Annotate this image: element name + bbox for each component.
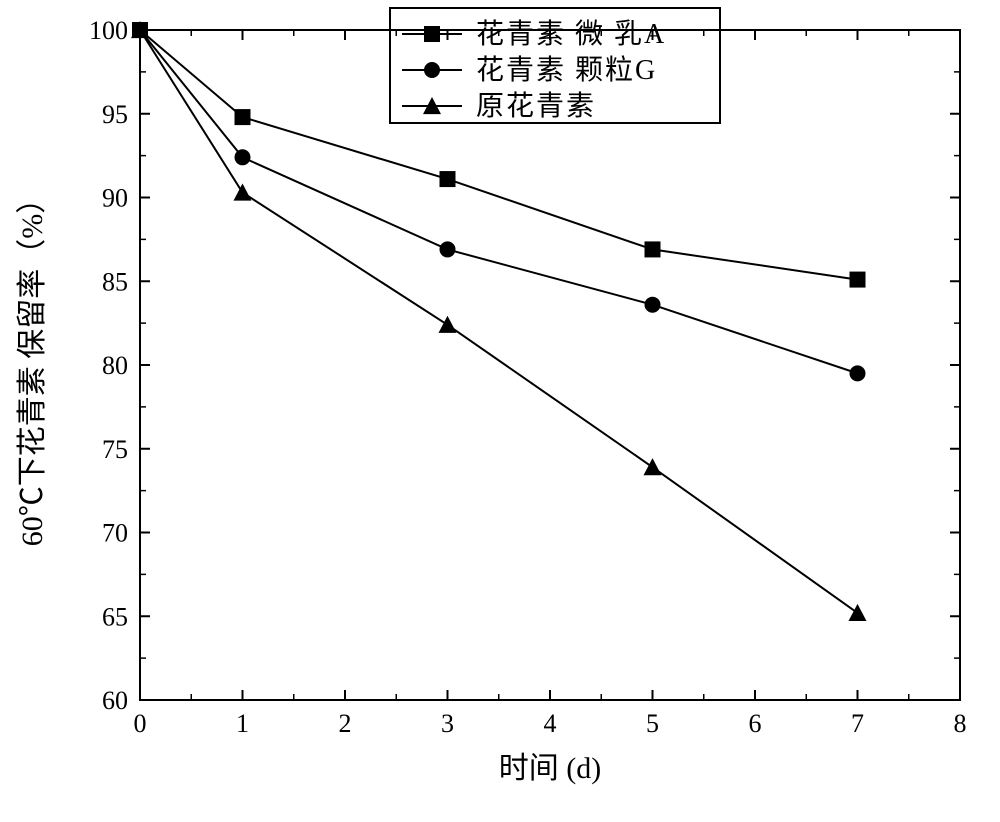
x-tick-label: 8 (954, 709, 967, 738)
x-tick-label: 5 (646, 709, 659, 738)
y-tick-label: 100 (89, 16, 128, 45)
y-tick-label: 85 (102, 267, 128, 296)
y-tick-label: 70 (102, 519, 128, 548)
legend: 花青素 微 乳A 花青素 颗粒G 原花青素 (390, 8, 720, 123)
y-tick-label: 75 (102, 435, 128, 464)
x-tick-label: 4 (544, 709, 557, 738)
y-tick-label: 65 (102, 602, 128, 631)
y-tick-label: 80 (102, 351, 128, 380)
legend-label: 原花青素 (476, 90, 596, 122)
legend-label: 花青素 微 乳A (476, 18, 666, 50)
legend-label: 花青素 颗粒G (476, 54, 657, 86)
x-tick-label: 0 (134, 709, 147, 738)
y-tick-label: 60 (102, 686, 128, 715)
line-chart: 0 1 2 3 4 5 6 7 8 60 65 70 75 80 85 90 95 100 时间 (d) 60℃下花青… (0, 0, 1000, 822)
y-tick-label: 90 (102, 184, 128, 213)
x-tick-label: 2 (339, 709, 352, 738)
x-tick-label: 1 (236, 709, 249, 738)
y-tick-label: 95 (102, 100, 128, 129)
x-tick-label: 7 (851, 709, 864, 738)
x-axis-label: 时间 (d) (499, 752, 601, 785)
x-tick-label: 6 (749, 709, 762, 738)
x-tick-label: 3 (441, 709, 454, 738)
y-axis-label: 60℃下花青素 保留率（%） (16, 184, 49, 547)
chart-container: 0 1 2 3 4 5 6 7 8 60 65 70 75 80 85 90 95 100 时间 (d) 60℃下花青… (0, 0, 1000, 822)
